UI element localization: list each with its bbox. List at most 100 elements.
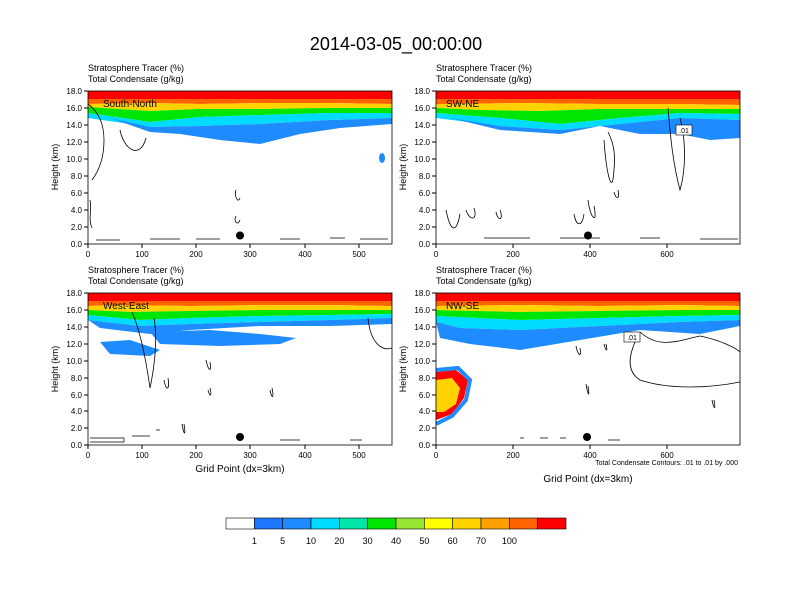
tracer-band-red	[436, 293, 740, 301]
y-tick-label: 18.0	[66, 87, 82, 96]
colorbar-swatch	[424, 517, 453, 530]
panel-label: South-North	[103, 99, 157, 110]
tracer-band-cyan	[436, 113, 740, 130]
y-tick-label: 10.0	[66, 155, 82, 164]
y-tick-label: 8.0	[71, 374, 83, 383]
colorbar-label: 5	[280, 536, 285, 546]
colorbar-label: 40	[391, 536, 401, 546]
colorbar-swatch	[254, 517, 283, 530]
y-tick-label: 4.0	[71, 407, 83, 416]
panel-label: NW-SE	[446, 301, 479, 312]
y-tick-label: 10.0	[414, 357, 430, 366]
x-tick-label: 400	[583, 250, 597, 259]
x-tick-label: 200	[189, 250, 203, 259]
tracer-band-orange	[88, 99, 392, 104]
plot-frame	[435, 292, 741, 446]
colorbar-label: 1	[252, 536, 257, 546]
colorbar-swatch	[509, 517, 538, 530]
y-axis-label: Height (km)	[398, 144, 408, 191]
y-axis-label: Height (km)	[50, 144, 60, 191]
tracer-blob	[379, 153, 385, 163]
panel-header-line1: Stratosphere Tracer (%)	[88, 63, 184, 73]
x-tick-label: 600	[660, 451, 674, 460]
x-tick-label: 100	[135, 250, 149, 259]
tracer-band-green	[88, 107, 392, 122]
x-tick-label: 100	[135, 451, 149, 460]
contour-label: .01	[679, 128, 689, 135]
tracer-band-red	[88, 293, 392, 301]
contour-label: .01	[627, 335, 637, 342]
surface-clouds	[520, 437, 620, 441]
tracer-band-red	[436, 91, 740, 99]
panel-header-line2: Total Condensate (g/kg)	[88, 74, 184, 84]
y-tick-label: 4.0	[71, 206, 83, 215]
colorbar-label: 70	[476, 536, 486, 546]
y-tick-label: 6.0	[419, 189, 431, 198]
panel-south-north: Stratosphere Tracer (%) Total Condensate…	[50, 63, 393, 259]
colorbar-label: 50	[419, 536, 429, 546]
plot-area: West-East	[87, 292, 393, 446]
tracer-band-orange	[436, 99, 740, 105]
panel-header-line2: Total Condensate (g/kg)	[88, 276, 184, 286]
location-marker	[584, 231, 592, 240]
condensate-contour	[131, 311, 393, 434]
y-axis-label: Height (km)	[50, 346, 60, 393]
y-tick-label: 2.0	[71, 223, 83, 232]
y-tick-label: 0.0	[419, 240, 431, 249]
tracer-band-cyan	[88, 314, 392, 326]
tracer-band-orange	[88, 301, 392, 306]
panel-header-line1: Stratosphere Tracer (%)	[436, 63, 532, 73]
colorbar-swatch	[367, 517, 397, 530]
y-tick-label: 14.0	[66, 323, 82, 332]
panel-header-line1: Stratosphere Tracer (%)	[436, 265, 532, 275]
y-tick-label: 12.0	[414, 138, 430, 147]
y-tick-label: 16.0	[66, 306, 82, 315]
tracer-blob-blue-edge	[435, 365, 473, 426]
location-marker	[583, 433, 591, 441]
plot-area: NW-SE .01	[435, 292, 741, 446]
x-tick-label: 200	[189, 451, 203, 460]
condensate-contour	[575, 331, 741, 408]
tracer-band-green	[436, 310, 740, 320]
x-tick-label: 400	[583, 451, 597, 460]
tracer-band-red	[88, 91, 392, 99]
colorbar-swatch	[395, 517, 425, 530]
y-tick-label: 0.0	[71, 441, 83, 450]
tracer-blob	[100, 340, 160, 356]
colorbar: 1 5 10 20 30 40 50 60 70 100	[225, 517, 567, 546]
x-tick-label: 200	[506, 250, 520, 259]
colorbar-label: 100	[502, 536, 517, 546]
panel-header-line2: Total Condensate (g/kg)	[436, 276, 532, 286]
colorbar-swatch	[452, 517, 482, 530]
x-axis-label: Grid Point (dx=3km)	[195, 464, 284, 475]
y-tick-label: 14.0	[66, 121, 82, 130]
panel-header-line2: Total Condensate (g/kg)	[436, 74, 532, 84]
x-tick-label: 400	[298, 451, 312, 460]
panel-sw-ne: Stratosphere Tracer (%) Total Condensate…	[398, 63, 741, 259]
y-tick-label: 6.0	[71, 391, 83, 400]
y-tick-label: 2.0	[71, 424, 83, 433]
y-tick-label: 8.0	[419, 374, 431, 383]
x-tick-label: 500	[352, 451, 366, 460]
colorbar-swatch	[537, 517, 567, 530]
y-tick-label: 14.0	[414, 121, 430, 130]
tracer-band-yellow	[88, 305, 392, 312]
y-tick-label: 10.0	[66, 357, 82, 366]
tracer-blob	[150, 330, 296, 346]
panel-west-east: Stratosphere Tracer (%) Total Condensate…	[50, 265, 393, 475]
x-tick-label: 0	[86, 451, 91, 460]
tracer-band-cyan	[88, 113, 392, 127]
colorbar-label: 30	[363, 536, 373, 546]
y-axis: 0.0 2.0 4.0 6.0 8.0 10.0 12.0 14.0 16.0 …	[66, 289, 88, 450]
x-tick-label: 0	[434, 451, 439, 460]
tracer-band-blue	[110, 118, 392, 144]
location-marker	[236, 231, 244, 240]
colorbar-label: 20	[334, 536, 344, 546]
y-tick-label: 12.0	[66, 138, 82, 147]
y-tick-label: 0.0	[71, 240, 83, 249]
x-tick-label: 400	[298, 250, 312, 259]
y-tick-label: 14.0	[414, 323, 430, 332]
colorbar-swatch	[310, 517, 340, 530]
y-axis: 0.0 2.0 4.0 6.0 8.0 10.0 12.0 14.0 16.0 …	[414, 289, 436, 450]
